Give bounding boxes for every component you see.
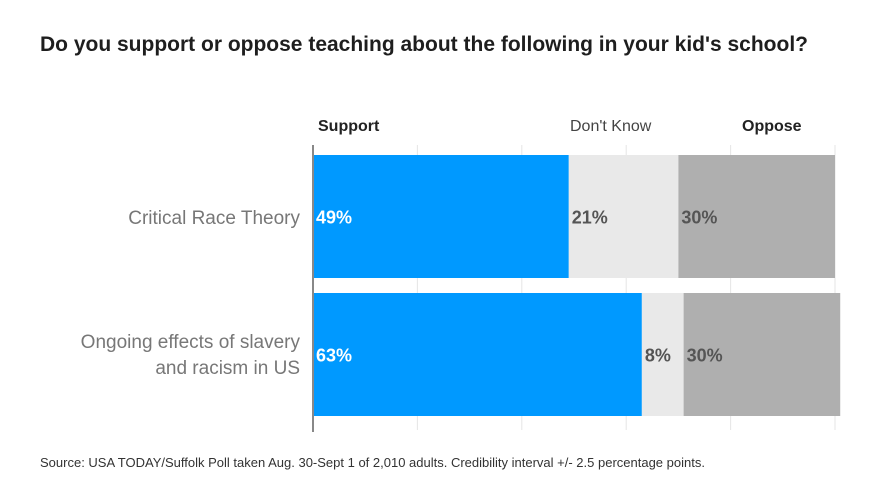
category-label-slavery-racism: Ongoing effects of slavery and racism in… xyxy=(81,330,300,382)
data-label-oppose-1: 30% xyxy=(681,208,717,228)
data-label-oppose-2: 30% xyxy=(687,346,723,366)
data-label-support-2: 63% xyxy=(316,346,352,366)
legend-support: Support xyxy=(318,118,380,135)
data-label-dont-know-1: 21% xyxy=(572,208,608,228)
source-note: Source: USA TODAY/Suffolk Poll taken Aug… xyxy=(40,455,705,470)
data-label-support-1: 49% xyxy=(316,208,352,228)
legend-dont-know: Don't Know xyxy=(570,118,652,135)
bar-dont-know-2 xyxy=(641,293,684,416)
category-label-line: and racism in US xyxy=(155,358,300,379)
chart-title: Do you support or oppose teaching about … xyxy=(40,33,808,56)
category-label-critical-race-theory: Critical Race Theory xyxy=(128,206,300,232)
legend-oppose: Oppose xyxy=(742,118,802,135)
bar-oppose-1 xyxy=(678,155,835,278)
category-label-line: Critical Race Theory xyxy=(128,208,300,229)
category-label-line: Ongoing effects of slavery xyxy=(80,332,300,353)
data-label-dont-know-2: 8% xyxy=(645,346,671,366)
bar-support-1 xyxy=(313,155,569,278)
bar-oppose-2 xyxy=(683,293,841,416)
bar-dont-know-1 xyxy=(568,155,679,278)
bar-support-2 xyxy=(313,293,642,416)
